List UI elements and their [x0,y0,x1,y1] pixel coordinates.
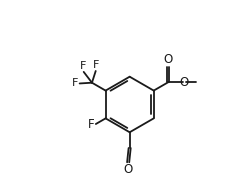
Text: O: O [163,53,172,66]
Text: F: F [80,61,86,71]
Text: O: O [179,76,188,89]
Text: F: F [93,60,99,70]
Text: O: O [123,163,132,176]
Text: F: F [87,118,94,131]
Text: F: F [71,78,78,89]
